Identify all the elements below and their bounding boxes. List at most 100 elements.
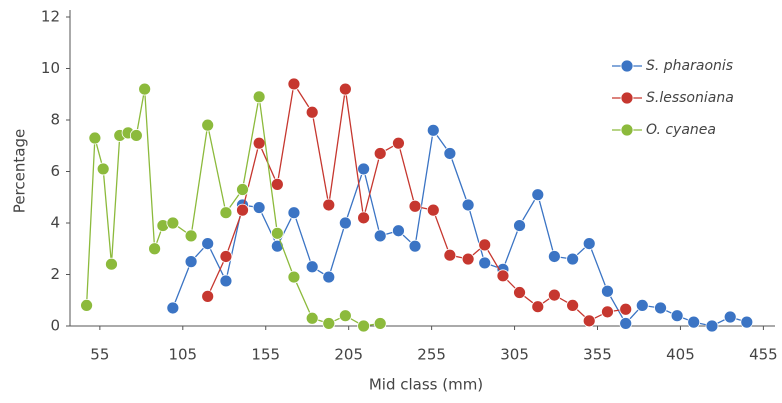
- data-point: [201, 237, 215, 251]
- data-point: [705, 319, 719, 333]
- data-point: [531, 300, 545, 314]
- data-point: [184, 229, 198, 243]
- data-point: [670, 309, 684, 323]
- x-tick-label: 355: [583, 346, 612, 364]
- data-point: [105, 257, 118, 271]
- y-axis-label: Percentage: [11, 129, 29, 213]
- data-point: [723, 310, 737, 324]
- data-point: [426, 123, 440, 137]
- y-tick-label: 12: [41, 8, 60, 26]
- data-point: [392, 136, 405, 150]
- data-point: [338, 82, 352, 96]
- legend-label: S. pharaonis: [646, 58, 733, 74]
- data-point: [443, 147, 457, 160]
- data-point: [443, 248, 457, 262]
- data-point: [166, 216, 180, 230]
- data-point: [270, 239, 284, 253]
- data-point: [582, 314, 596, 328]
- x-tick-label: 405: [666, 346, 695, 364]
- y-tick-label: 6: [50, 162, 60, 180]
- data-point: [219, 274, 233, 288]
- data-point: [129, 129, 143, 142]
- data-point: [287, 270, 301, 284]
- data-point: [478, 256, 492, 270]
- x-tick-label: 55: [90, 346, 109, 364]
- data-point: [80, 298, 93, 312]
- data-point: [547, 288, 561, 302]
- data-point: [287, 77, 301, 91]
- data-point: [338, 309, 352, 323]
- data-point: [236, 203, 249, 217]
- y-tick-label: 8: [50, 111, 60, 129]
- data-point: [201, 118, 215, 132]
- data-point: [461, 198, 475, 212]
- legend-label: S.lessoniana: [646, 90, 734, 106]
- x-tick-label: 305: [500, 346, 529, 364]
- data-point: [601, 305, 614, 319]
- data-point: [687, 315, 701, 329]
- series-line: [85, 88, 381, 327]
- data-point: [148, 242, 162, 256]
- data-point: [184, 255, 198, 269]
- data-point: [252, 136, 266, 150]
- data-point: [305, 260, 319, 274]
- data-point: [408, 199, 422, 213]
- x-tick-label: 155: [251, 346, 280, 364]
- data-point: [566, 298, 580, 312]
- data-point: [88, 131, 102, 145]
- data-point: [619, 302, 633, 316]
- data-point: [513, 219, 526, 232]
- data-point: [252, 201, 266, 214]
- y-tick-label: 2: [50, 265, 60, 283]
- data-point: [201, 289, 215, 303]
- data-point: [236, 183, 249, 196]
- y-tick-label: 0: [50, 317, 60, 335]
- x-tick-label: 455: [749, 346, 778, 364]
- data-point: [619, 317, 633, 330]
- data-point: [305, 311, 319, 325]
- data-point: [635, 298, 649, 312]
- data-point: [252, 90, 266, 104]
- data-point: [138, 82, 152, 96]
- data-point: [654, 301, 667, 315]
- data-point: [513, 286, 526, 299]
- data-point: [270, 226, 284, 240]
- data-point: [270, 177, 284, 191]
- data-point: [461, 252, 475, 266]
- data-point: [166, 301, 180, 315]
- legend-marker: [620, 91, 634, 105]
- data-point: [547, 250, 561, 263]
- data-point: [338, 216, 352, 230]
- data-point: [96, 162, 110, 176]
- data-point: [392, 224, 405, 238]
- data-point: [219, 250, 233, 263]
- data-point: [322, 198, 336, 212]
- x-axis-label: Mid class (mm): [369, 376, 483, 394]
- data-point: [373, 229, 387, 243]
- data-point: [582, 237, 596, 251]
- x-tick-label: 105: [168, 346, 197, 364]
- data-point: [219, 206, 233, 220]
- data-point: [357, 319, 371, 333]
- y-tick-label: 10: [41, 59, 60, 77]
- series-line: [172, 128, 747, 327]
- legend-label: O. cyanea: [646, 122, 716, 138]
- data-point: [373, 317, 387, 330]
- data-point: [601, 284, 614, 298]
- data-point: [478, 238, 492, 252]
- legend-marker: [620, 59, 634, 73]
- data-point: [531, 188, 545, 202]
- y-tick-label: 4: [50, 214, 60, 232]
- data-point: [740, 315, 754, 329]
- data-point: [305, 105, 319, 119]
- x-tick-label: 205: [334, 346, 363, 364]
- data-point: [408, 239, 422, 253]
- data-point: [322, 317, 336, 330]
- data-point: [322, 270, 336, 284]
- data-point: [496, 269, 510, 283]
- x-tick-label: 255: [417, 346, 446, 364]
- data-point: [426, 203, 440, 217]
- data-point: [566, 252, 580, 266]
